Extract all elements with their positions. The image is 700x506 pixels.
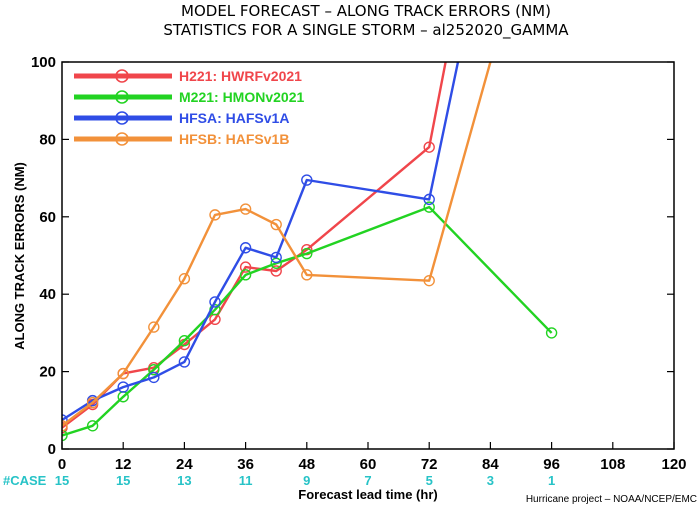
chart-title-line1: MODEL FORECAST – ALONG TRACK ERRORS (NM) xyxy=(181,2,551,20)
series-line-0 xyxy=(62,62,447,429)
series-0-point xyxy=(239,261,252,273)
x-tick-label: 96 xyxy=(543,456,560,473)
case-count: 7 xyxy=(364,473,371,488)
series-0-point xyxy=(270,265,282,277)
y-tick-label: 20 xyxy=(39,364,56,381)
case-count: 11 xyxy=(239,473,253,488)
series-2-point xyxy=(270,251,282,264)
legend-marker-1 xyxy=(115,90,129,104)
series-line-2 xyxy=(62,62,460,422)
case-count: 15 xyxy=(55,473,69,488)
series-3-point xyxy=(178,273,191,285)
series-2-point xyxy=(423,193,435,206)
series-3-point xyxy=(86,396,99,409)
x-axis: 0 12 24 36 48 60 72 84 96 108 120 xyxy=(58,442,687,473)
x-tick-label: 60 xyxy=(360,456,377,473)
series-1-point xyxy=(545,327,558,339)
chart-title-line2: STATISTICS FOR A SINGLE STORM – al252020… xyxy=(163,21,569,40)
legend-label-0: H221: HWRFv2021 xyxy=(179,68,302,84)
series-1-point xyxy=(423,201,435,213)
legend-label-2: HFSA: HAFSv1A xyxy=(179,110,289,126)
legend-marker-0 xyxy=(115,69,129,83)
case-count: 1 xyxy=(548,473,555,488)
y-tick-label: 60 xyxy=(39,209,56,226)
series-2-point xyxy=(148,371,160,384)
x-tick-label: 120 xyxy=(661,456,686,473)
case-count: 5 xyxy=(426,473,433,488)
series-1-point xyxy=(239,269,252,281)
series-2-point xyxy=(209,296,221,308)
x-tick-label: 84 xyxy=(482,456,499,473)
case-count: 15 xyxy=(116,473,130,488)
legend-marker-2 xyxy=(115,111,129,125)
legend-marker-3 xyxy=(115,132,129,146)
case-count: 9 xyxy=(303,473,310,488)
y-axis-label: ALONG TRACK ERRORS (NM) xyxy=(12,162,27,350)
series-3-point xyxy=(423,274,435,287)
x-tick-label: 0 xyxy=(58,456,66,473)
legend-label-1: M221: HMONv2021 xyxy=(179,89,304,105)
series-line-1 xyxy=(62,205,553,437)
credit-text: Hurricane project – NOAA/NCEP/EMC xyxy=(526,494,697,505)
case-counts: 15 15 13 11 9 7 5 3 1 xyxy=(55,473,555,488)
series-line-3 xyxy=(62,62,492,427)
case-label: #CASE xyxy=(3,473,47,488)
legend-label-3: HFSB: HAFSv1B xyxy=(179,131,289,147)
x-tick-label: 72 xyxy=(421,456,438,473)
series-0-point xyxy=(423,141,435,153)
y-axis: 0 20 40 60 80 100 xyxy=(31,54,674,458)
y-tick-label: 100 xyxy=(31,54,56,71)
x-tick-label: 24 xyxy=(176,456,193,473)
x-axis-label: Forecast lead time (hr) xyxy=(298,487,437,502)
series-1-point xyxy=(148,363,160,376)
series-2-point xyxy=(117,381,129,393)
case-count: 3 xyxy=(487,473,494,488)
series-1-point xyxy=(301,247,313,260)
series-1-point xyxy=(62,429,68,442)
y-tick-label: 0 xyxy=(48,441,56,458)
y-tick-label: 80 xyxy=(39,131,56,148)
x-tick-label: 12 xyxy=(115,456,132,473)
legend: H221: HWRFv2021 M221: HMONv2021 HFSA: HAFS… xyxy=(74,68,304,147)
case-count: 13 xyxy=(177,473,191,488)
series-3-point xyxy=(148,321,160,333)
series-2-point xyxy=(239,242,252,254)
series-1-point xyxy=(86,420,99,432)
series-3-point xyxy=(270,218,282,231)
series-1-point xyxy=(178,334,191,347)
series-layer xyxy=(62,62,558,442)
series-3-point xyxy=(62,420,68,432)
y-tick-label: 40 xyxy=(39,286,56,303)
series-3-point xyxy=(117,367,129,380)
series-3-point xyxy=(239,203,252,215)
series-2-point xyxy=(178,356,191,368)
series-2-point xyxy=(301,174,313,186)
x-tick-label: 36 xyxy=(237,456,254,473)
series-3-point xyxy=(301,269,313,281)
series-3-point xyxy=(209,209,221,221)
series-2-point xyxy=(62,414,68,426)
x-tick-label: 48 xyxy=(298,456,315,473)
x-tick-label: 108 xyxy=(600,456,625,473)
